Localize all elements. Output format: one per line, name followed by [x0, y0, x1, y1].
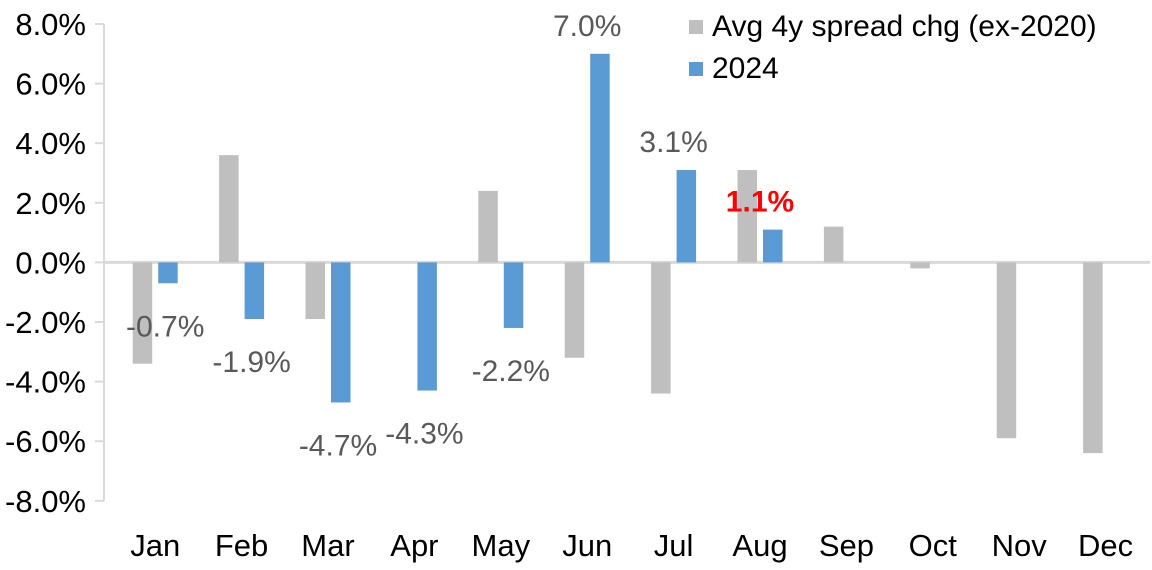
- data-label-feb: -1.9%: [212, 346, 290, 379]
- x-tick-label-feb: Feb: [215, 528, 268, 563]
- bar-avg-aug: [737, 170, 757, 263]
- bar-2024-may: [503, 262, 524, 328]
- bar-avg-mar: [305, 262, 325, 320]
- bar-2024-aug: [763, 229, 783, 263]
- bar-2024-jul: [676, 170, 697, 263]
- legend: Avg 4y spread chg (ex-2020) 2024: [689, 10, 1097, 86]
- legend-label-avg: Avg 4y spread chg (ex-2020): [712, 10, 1097, 43]
- bar-2024-apr: [417, 262, 437, 391]
- bar-avg-feb: [219, 155, 239, 263]
- bar-avg-jun: [564, 262, 585, 358]
- y-tick-label--2-0-: -2.0%: [5, 305, 86, 340]
- x-tick-label-jul: Jul: [654, 528, 694, 563]
- bar-avg-jan: [132, 262, 153, 364]
- x-tick-label-dec: Dec: [1078, 528, 1133, 563]
- x-tick-label-may: May: [472, 528, 531, 563]
- bar-avg-may: [478, 190, 498, 263]
- y-tick-label-2-0-: 2.0%: [15, 186, 86, 221]
- legend-item-2024: 2024: [689, 52, 1097, 86]
- bar-2024-mar: [331, 262, 351, 403]
- legend-swatch-avg: [689, 20, 703, 34]
- y-tick-label--6-0-: -6.0%: [5, 424, 86, 459]
- data-label-jun: 7.0%: [553, 10, 621, 43]
- x-tick-label-oct: Oct: [909, 528, 958, 563]
- bar-avg-dec: [1083, 262, 1103, 454]
- y-tick-label-4-0-: 4.0%: [15, 126, 86, 161]
- data-label-mar: -4.7%: [299, 429, 377, 462]
- x-tick-label-aug: Aug: [732, 528, 787, 563]
- data-label-jul: 3.1%: [639, 126, 707, 159]
- bar-avg-jul: [651, 262, 671, 394]
- bar-avg-sep: [823, 226, 844, 263]
- x-tick-label-nov: Nov: [992, 528, 1048, 563]
- data-label-aug: 1.1%: [726, 186, 794, 219]
- bar-2024-jun: [590, 53, 610, 263]
- y-tick-label-8-0-: 8.0%: [15, 7, 86, 42]
- x-tick-label-sep: Sep: [819, 528, 874, 563]
- data-label-may: -2.2%: [472, 355, 550, 388]
- bar-avg-nov: [996, 262, 1017, 439]
- bar-2024-jan: [158, 262, 178, 284]
- data-label-apr: -4.3%: [385, 418, 463, 451]
- legend-item-avg: Avg 4y spread chg (ex-2020): [689, 10, 1097, 44]
- x-tick-label-jan: Jan: [130, 528, 180, 563]
- legend-swatch-2024: [689, 62, 703, 76]
- bar-avg-oct: [910, 262, 930, 269]
- y-tick-label-0-0-: 0.0%: [15, 245, 86, 280]
- y-tick-label--4-0-: -4.0%: [5, 365, 86, 400]
- y-tick-label-6-0-: 6.0%: [15, 67, 86, 102]
- x-tick-label-apr: Apr: [390, 528, 438, 563]
- bar-2024-feb: [244, 262, 265, 320]
- x-tick-label-mar: Mar: [301, 528, 354, 563]
- y-tick-label--8-0-: -8.0%: [5, 484, 86, 519]
- data-label-jan: -0.7%: [126, 310, 204, 343]
- x-tick-label-jun: Jun: [562, 528, 612, 563]
- legend-label-2024: 2024: [712, 52, 779, 85]
